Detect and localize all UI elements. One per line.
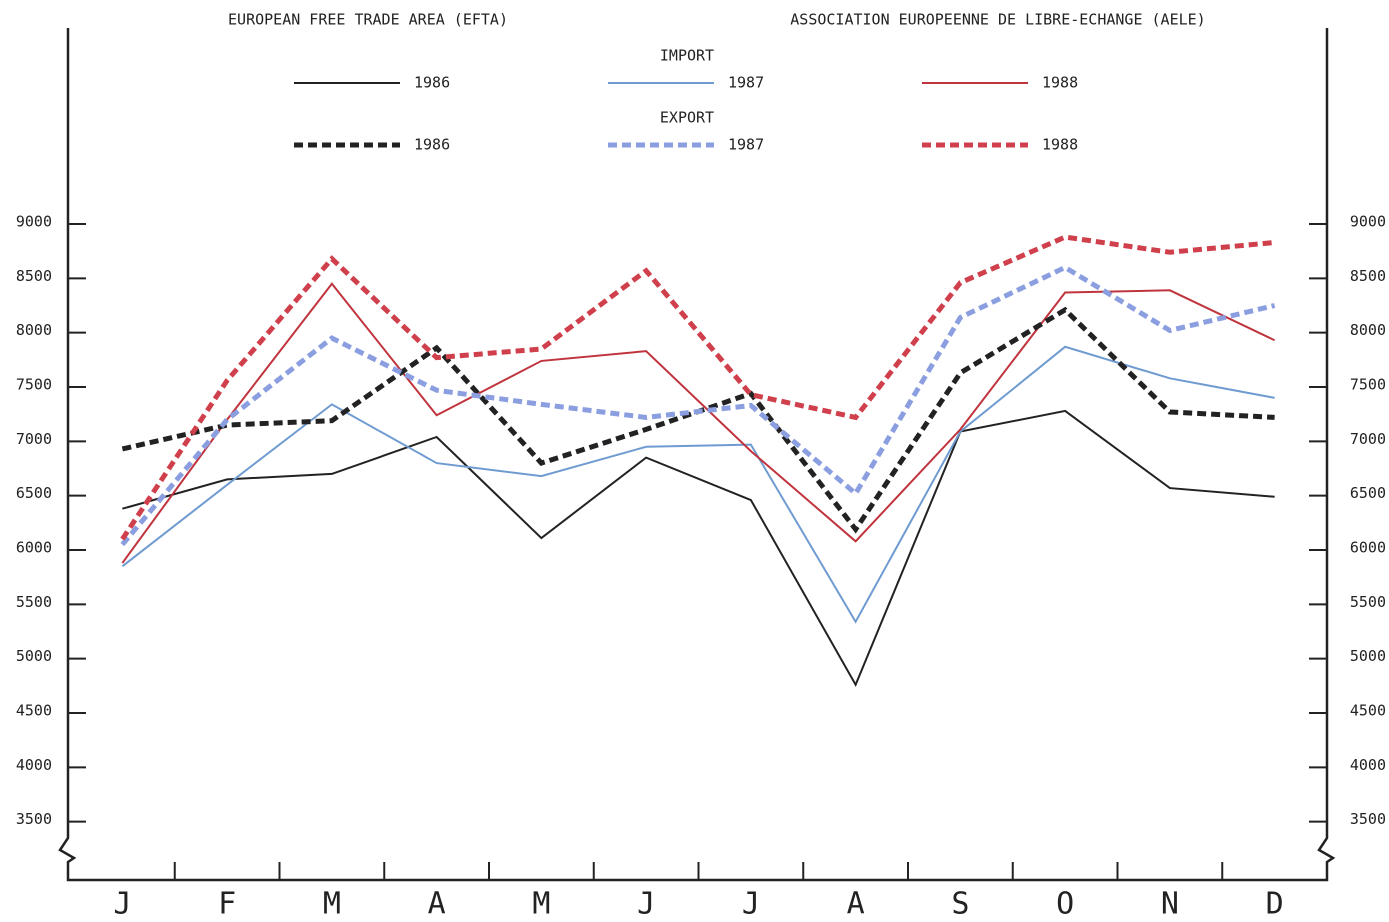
legend-label: 1986 — [414, 136, 450, 154]
y-tick-label: 7500 — [16, 376, 52, 394]
x-tick-label: F — [218, 887, 236, 922]
x-tick-label: D — [1266, 887, 1284, 922]
chart-title: ASSOCIATION EUROPEENNE DE LIBRE-ECHANGE … — [790, 11, 1205, 29]
y-tick-label: 5500 — [16, 593, 52, 611]
y2-tick-label: 4000 — [1350, 756, 1386, 774]
chart-title: EUROPEAN FREE TRADE AREA (EFTA) — [228, 11, 508, 29]
y2-tick-label: 7500 — [1350, 376, 1386, 394]
x-tick-label: M — [532, 887, 550, 922]
x-tick-label: N — [1161, 887, 1179, 922]
x-tick-label: O — [1056, 887, 1074, 922]
legend-label: 1987 — [728, 136, 764, 154]
y-tick-label: 6000 — [16, 539, 52, 557]
y2-tick-label: 6000 — [1350, 539, 1386, 557]
series-line — [121, 282, 1276, 564]
x-tick-label: A — [847, 887, 865, 922]
legend-label: 1986 — [414, 74, 450, 92]
x-tick-label: J — [637, 887, 655, 922]
y2-tick-label: 3500 — [1350, 810, 1386, 828]
series-line — [120, 264, 1276, 547]
y-tick-label: 4500 — [16, 702, 52, 720]
series-line — [121, 345, 1275, 624]
y-tick-label: 6500 — [16, 484, 52, 502]
y2-tick-label: 7000 — [1350, 430, 1386, 448]
legend-label: 1987 — [728, 74, 764, 92]
y-tick-label: 8000 — [16, 321, 52, 339]
legend-label: 1988 — [1042, 136, 1078, 154]
y-tick-label: 5000 — [16, 647, 52, 665]
x-tick-label: M — [323, 887, 341, 922]
y2-tick-label: 8000 — [1350, 321, 1386, 339]
y2-tick-label: 8500 — [1350, 267, 1386, 285]
legend-group-title: EXPORT — [660, 109, 714, 127]
y2-tick-label: 6500 — [1350, 484, 1386, 502]
y2-tick-label: 4500 — [1350, 702, 1386, 720]
x-tick-label: A — [428, 887, 446, 922]
legend-label: 1988 — [1042, 74, 1078, 92]
y-tick-label: 4000 — [16, 756, 52, 774]
axes — [58, 28, 1336, 882]
series-line — [120, 234, 1275, 541]
y-tick-label: 7000 — [16, 430, 52, 448]
y2-tick-label: 9000 — [1350, 213, 1386, 231]
x-tick-label: J — [113, 887, 131, 922]
x-tick-label: J — [742, 887, 760, 922]
y2-tick-label: 5000 — [1350, 647, 1386, 665]
y-tick-label: 3500 — [16, 810, 52, 828]
x-tick-label: S — [951, 887, 969, 922]
series-line — [122, 409, 1275, 688]
legend-group-title: IMPORT — [660, 47, 714, 65]
y2-tick-label: 5500 — [1350, 593, 1386, 611]
y-tick-label: 9000 — [16, 213, 52, 231]
series-line — [121, 306, 1275, 534]
y-tick-label: 8500 — [16, 267, 52, 285]
